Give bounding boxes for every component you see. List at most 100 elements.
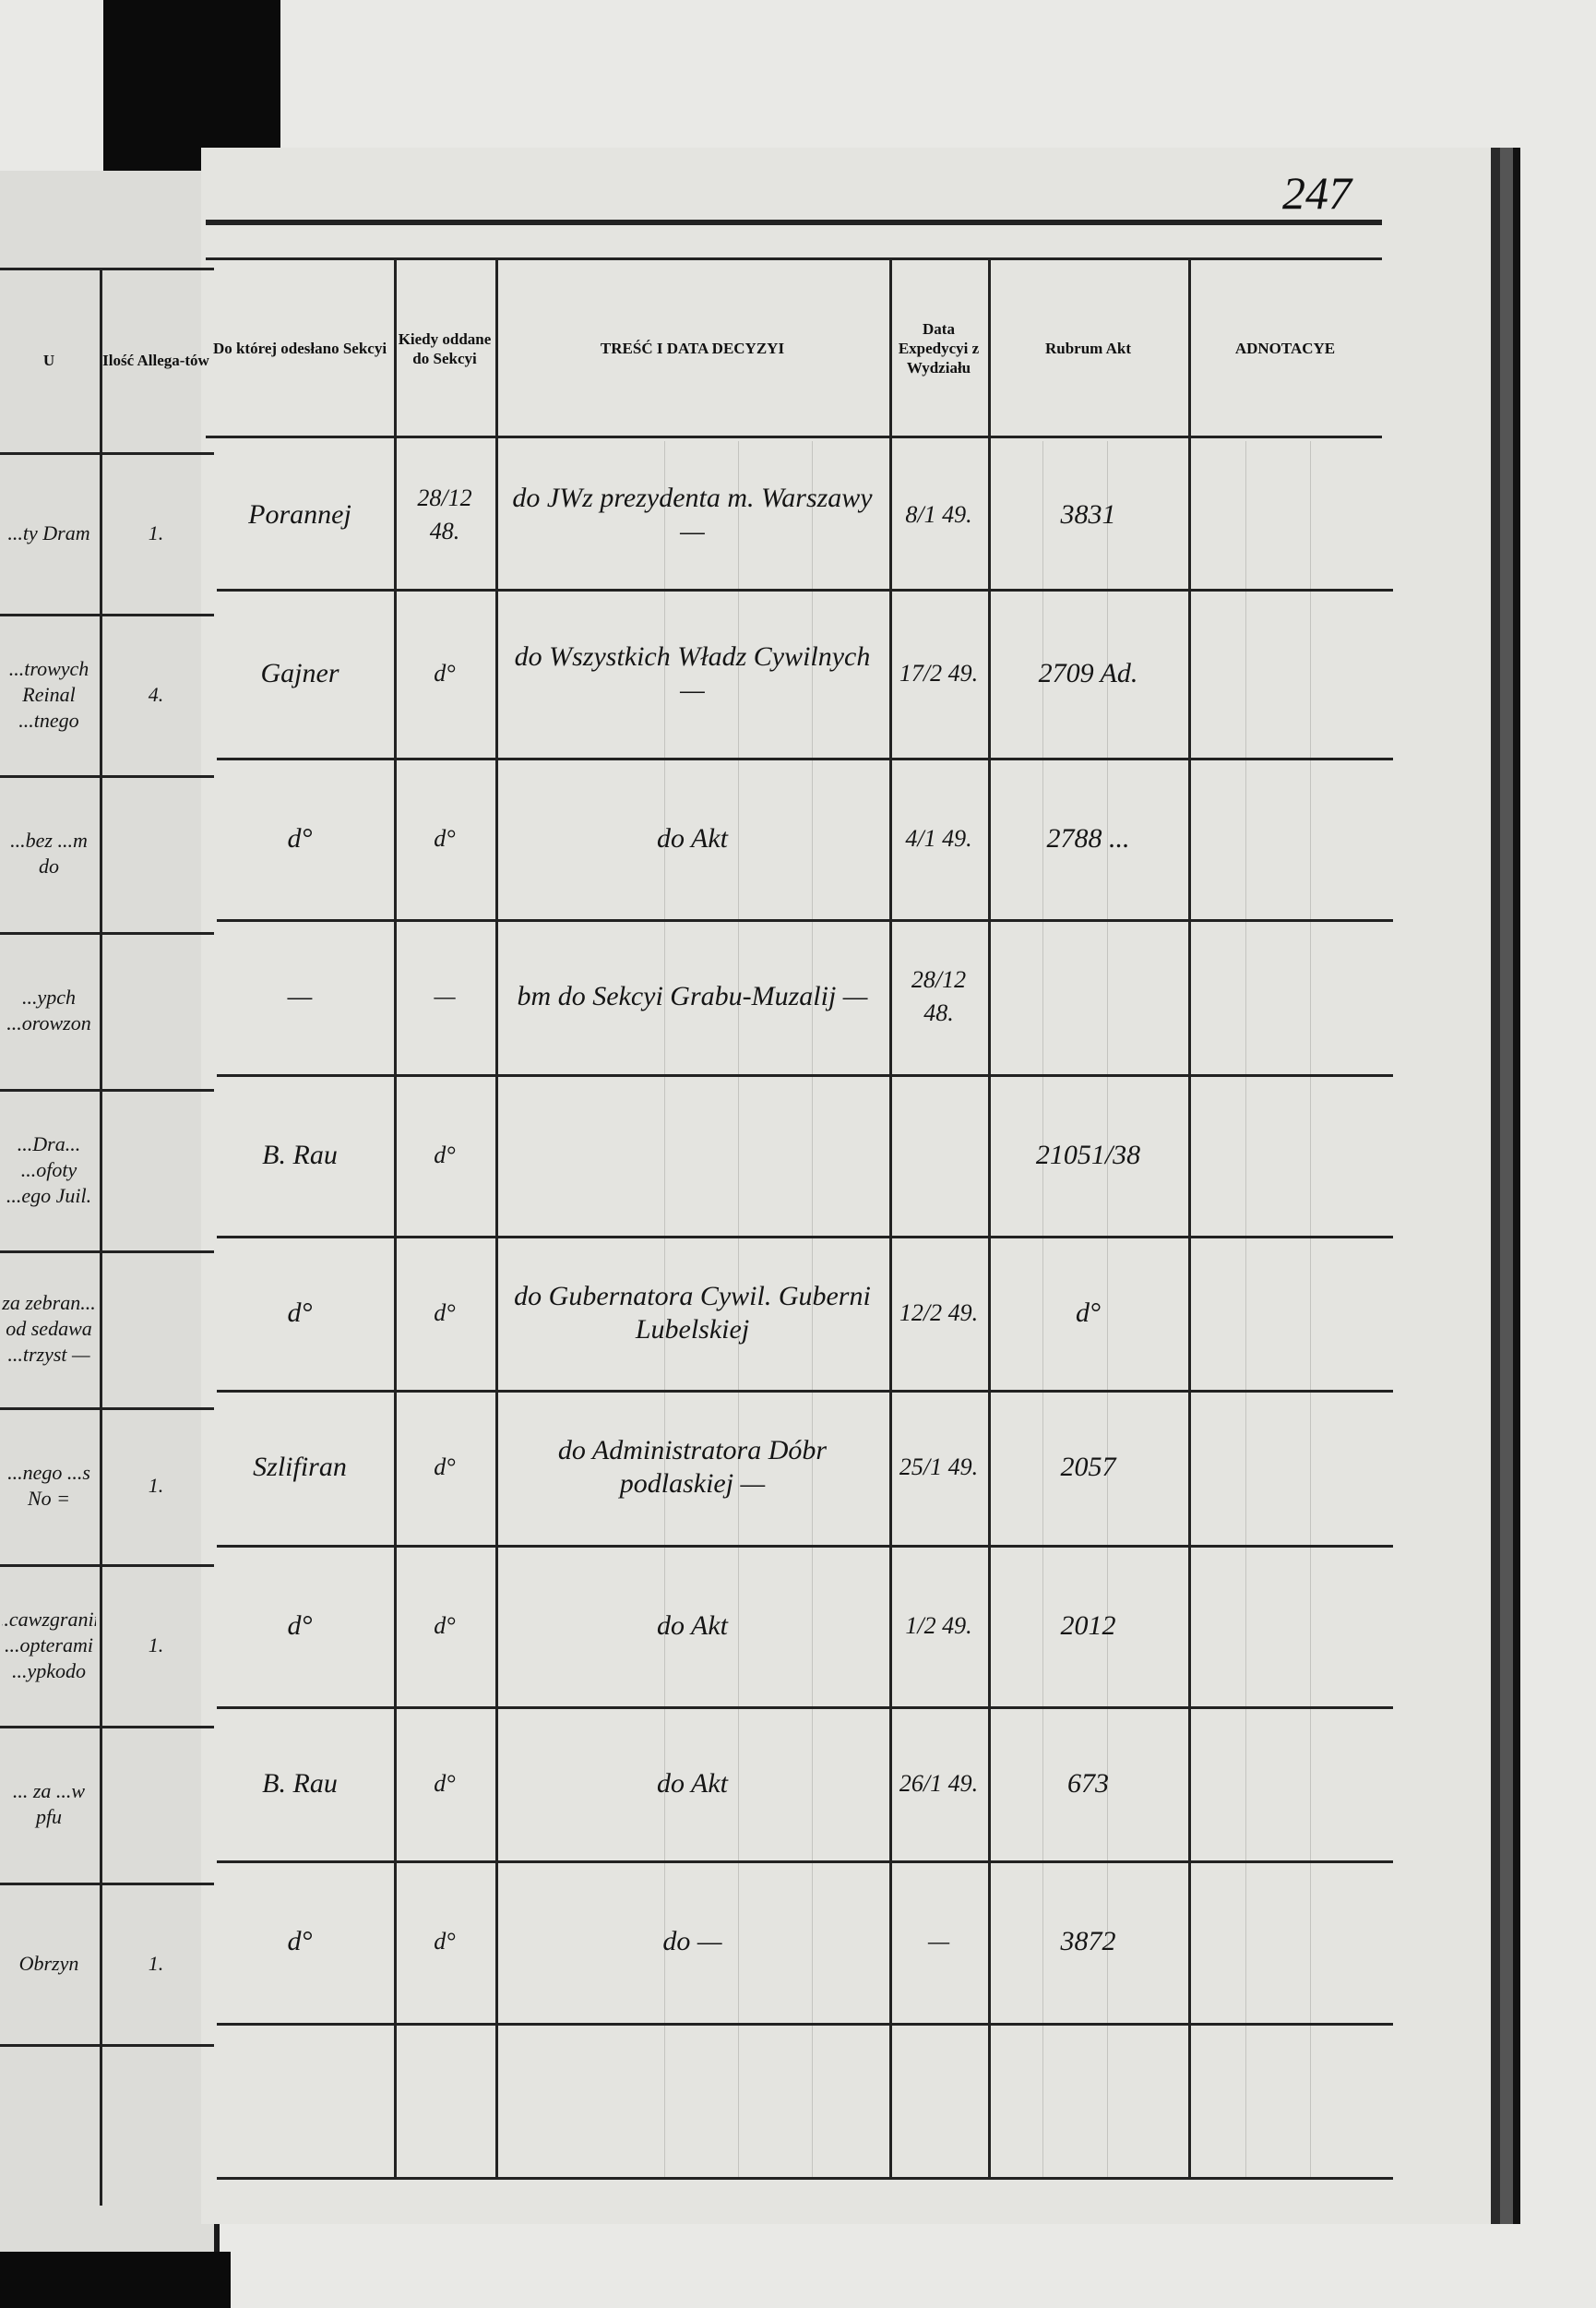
binding-strip bbox=[0, 2252, 231, 2308]
cell-text: ...nego ...s No = bbox=[7, 1461, 90, 1510]
cell-text: do JWz prezydenta m. Warszawy — bbox=[512, 483, 873, 546]
row-rule bbox=[217, 2023, 1393, 2026]
cell-text bbox=[101, 1254, 210, 1404]
rule bbox=[0, 268, 214, 270]
cell-text bbox=[1194, 1549, 1376, 1703]
cell-text: d° bbox=[434, 1141, 456, 1168]
cell-text bbox=[1194, 1239, 1376, 1386]
cell-text: d° bbox=[434, 1453, 456, 1480]
cell-text bbox=[1194, 1078, 1376, 1232]
faint-rule bbox=[1310, 441, 1311, 2177]
cell-text: Gajner bbox=[260, 657, 339, 688]
column-rule bbox=[394, 257, 397, 2177]
faint-rule bbox=[1042, 441, 1043, 2177]
row-rule bbox=[0, 1407, 214, 1410]
cell-text: d° bbox=[434, 1769, 456, 1797]
row-rule bbox=[217, 758, 1393, 760]
cell-text: 26/1 49. bbox=[899, 1769, 979, 1797]
cell-text: 8/1 49. bbox=[905, 501, 972, 528]
cell-text: 17/2 49. bbox=[899, 659, 979, 687]
cell-text: 3872 bbox=[1060, 1926, 1116, 1956]
cell-text: do Administratora Dóbr podlaskiej — bbox=[557, 1435, 828, 1499]
cell-text: 28/12 48. bbox=[417, 484, 472, 544]
cell-text bbox=[501, 1078, 884, 1232]
cell-text: ...bez ...m do bbox=[10, 829, 88, 878]
cell-text: Obrzyn bbox=[18, 1951, 79, 1975]
cell-text: d° bbox=[434, 659, 456, 687]
row-rule bbox=[217, 589, 1393, 592]
column-header: Data Expedycyi z Wydziału bbox=[898, 320, 980, 377]
row-rule bbox=[0, 1250, 214, 1253]
cell-text: ...ty Dram bbox=[7, 520, 90, 544]
column-rule bbox=[988, 257, 991, 2177]
faint-rule bbox=[812, 441, 813, 2177]
cell-text: 1. bbox=[148, 1951, 164, 1975]
cell-text: 12/2 49. bbox=[899, 1298, 979, 1326]
cell-text: ...cawzgranin ...opterami ...ypkodo bbox=[2, 1607, 96, 1682]
row-rule bbox=[217, 1390, 1393, 1393]
cell-text: 2012 bbox=[1060, 1609, 1116, 1641]
row-rule bbox=[0, 614, 214, 616]
right-page bbox=[201, 148, 1500, 2224]
column-rule bbox=[889, 257, 892, 2177]
column-rule bbox=[495, 257, 498, 2177]
cell-text: d° bbox=[287, 1609, 313, 1641]
row-rule bbox=[217, 1074, 1393, 1077]
cell-text bbox=[1194, 1710, 1376, 1857]
cell-text bbox=[895, 2027, 983, 2173]
cell-text: 1. bbox=[148, 1474, 164, 1497]
cell-text: ...Dra... ...ofoty ...ego Juil. bbox=[6, 1131, 92, 1207]
cell-text: d° bbox=[1076, 1297, 1101, 1328]
cell-text bbox=[211, 2027, 388, 2173]
cell-text: 4/1 49. bbox=[905, 824, 972, 852]
cell-text: 21051/38 bbox=[1035, 1139, 1141, 1170]
cell-text bbox=[1194, 592, 1376, 754]
cell-text: 1/2 49. bbox=[905, 1611, 972, 1639]
row-rule bbox=[0, 1726, 214, 1728]
row-rule bbox=[0, 932, 214, 935]
cell-text bbox=[101, 936, 210, 1085]
cell-text: d° bbox=[434, 824, 456, 852]
column-rule bbox=[100, 268, 102, 2206]
cell-text: d° bbox=[287, 1926, 313, 1956]
rule bbox=[206, 436, 1382, 438]
cell-text: d° bbox=[287, 1297, 313, 1328]
cell-text: do Akt bbox=[657, 822, 728, 854]
cell-text: Szlifiran bbox=[253, 1452, 347, 1482]
cell-text: 4. bbox=[148, 682, 164, 706]
cell-text: 2057 bbox=[1060, 1452, 1116, 1482]
cell-text: do Wszystkich Władz Cywilnych — bbox=[514, 640, 871, 705]
cell-text: 28/12 48. bbox=[911, 966, 967, 1026]
cell-text bbox=[101, 1729, 210, 1879]
cell-text bbox=[1194, 2027, 1376, 2173]
rule bbox=[0, 452, 214, 455]
page-number: 247 bbox=[1282, 167, 1352, 219]
row-rule bbox=[217, 1706, 1393, 1709]
faint-rule bbox=[738, 441, 739, 2177]
column-header: Rubrum Akt bbox=[1044, 340, 1132, 357]
cell-text: — bbox=[927, 1928, 950, 1955]
cell-text: 1. bbox=[148, 1632, 164, 1656]
cell-text: 3831 bbox=[1060, 499, 1116, 530]
row-rule bbox=[0, 2044, 214, 2047]
cell-text bbox=[1194, 1393, 1376, 1541]
row-rule bbox=[0, 1883, 214, 1885]
row-rule bbox=[0, 775, 214, 778]
cell-text: d° bbox=[434, 1928, 456, 1955]
cell-text: ... za ...w pfu bbox=[12, 1779, 86, 1828]
cell-text bbox=[1194, 923, 1376, 1070]
cell-text: — bbox=[287, 981, 313, 1011]
cell-text: za zebran... od sedawa ...trzyst — bbox=[2, 1291, 96, 1366]
cell-text: ...trowych Reinal ...tnego bbox=[8, 656, 89, 732]
faint-rule bbox=[1107, 441, 1108, 2177]
cell-text bbox=[399, 2027, 490, 2173]
cell-text: do Akt bbox=[657, 1767, 728, 1799]
cell-text bbox=[1194, 445, 1376, 585]
cell-text: 2709 Ad. bbox=[1038, 657, 1138, 688]
row-rule bbox=[0, 1089, 214, 1092]
column-header: Kiedy oddane do Sekcyi bbox=[398, 329, 492, 367]
cell-text: do — bbox=[662, 1926, 722, 1956]
cell-text: 673 bbox=[1067, 1767, 1109, 1799]
cell-text bbox=[994, 923, 1183, 1070]
